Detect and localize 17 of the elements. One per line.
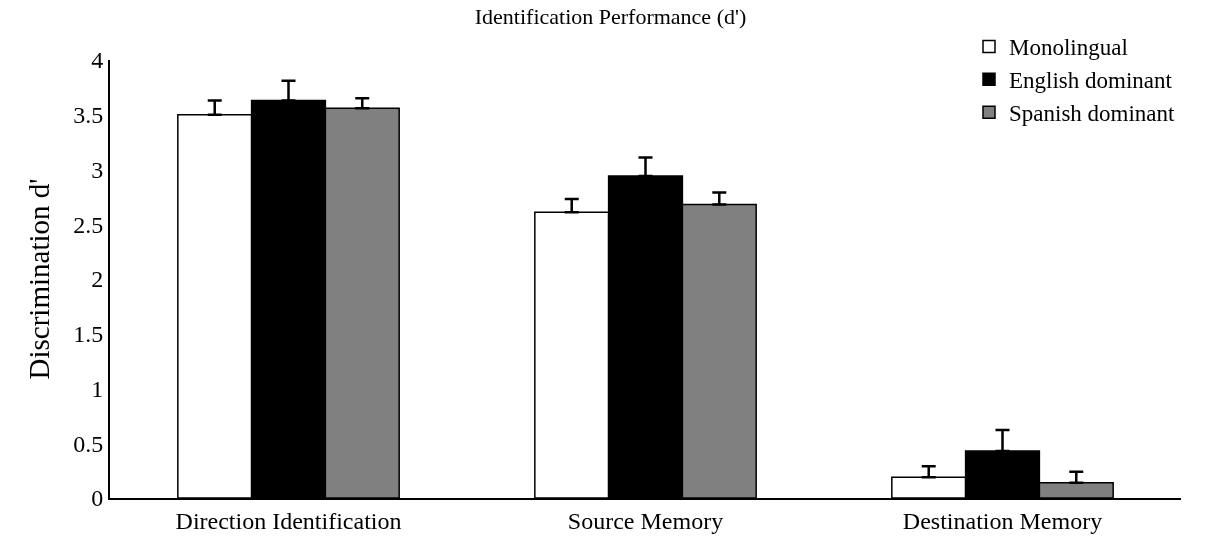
x-tick-label: Destination Memory (902, 507, 1103, 534)
y-tick-label: 3.5 (73, 102, 104, 129)
y-tick-label: 0 (91, 485, 104, 512)
y-tick-label: 1.5 (73, 321, 104, 348)
y-tick-label: 2.5 (73, 211, 104, 238)
y-tick-label: 0.5 (73, 430, 104, 457)
legend-label: Monolingual (1009, 35, 1128, 61)
legend-label: Spanish dominant (1009, 101, 1176, 127)
x-tick-label: Direction Identification (175, 507, 402, 534)
x-tick-label: Source Memory (567, 507, 724, 534)
y-tick-label: 1 (91, 375, 104, 402)
y-tick-label: 4 (91, 47, 104, 74)
legend-label: English dominant (1009, 68, 1173, 94)
y-tick-label: 3 (91, 156, 104, 183)
y-axis-title: Discrimination d' (23, 178, 56, 380)
chart-title: Identification Performance (d') (474, 3, 747, 29)
y-tick-label: 2 (91, 266, 104, 293)
